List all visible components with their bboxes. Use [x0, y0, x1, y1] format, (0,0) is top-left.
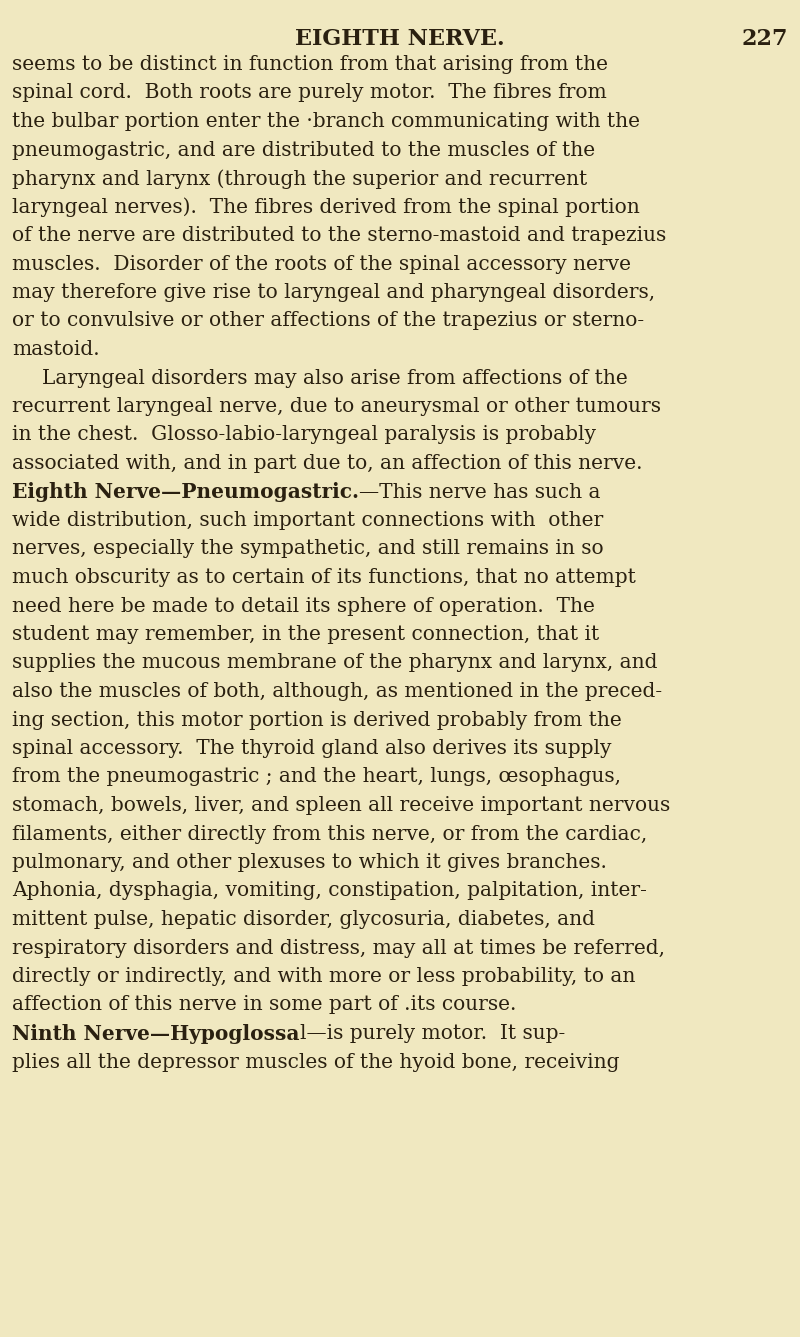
Text: ing section, this motor portion is derived probably from the: ing section, this motor portion is deriv…	[12, 710, 622, 730]
Text: recurrent laryngeal nerve, due to aneurysmal or other tumours: recurrent laryngeal nerve, due to aneury…	[12, 397, 661, 416]
Text: spinal cord.  Both roots are purely motor.  The fibres from: spinal cord. Both roots are purely motor…	[12, 83, 606, 103]
Text: affection of this nerve in some part of .its course.: affection of this nerve in some part of …	[12, 996, 516, 1015]
Text: pneumogastric, and are distributed to the muscles of the: pneumogastric, and are distributed to th…	[12, 140, 595, 159]
Text: stomach, bowels, liver, and spleen all receive important nervous: stomach, bowels, liver, and spleen all r…	[12, 796, 670, 816]
Text: student may remember, in the present connection, that it: student may remember, in the present con…	[12, 624, 599, 644]
Text: mittent pulse, hepatic disorder, glycosuria, diabetes, and: mittent pulse, hepatic disorder, glycosu…	[12, 910, 595, 929]
Text: pulmonary, and other plexuses to which it gives branches.: pulmonary, and other plexuses to which i…	[12, 853, 607, 872]
Text: spinal accessory.  The thyroid gland also derives its supply: spinal accessory. The thyroid gland also…	[12, 739, 611, 758]
Text: need here be made to detail its sphere of operation.  The: need here be made to detail its sphere o…	[12, 596, 595, 615]
Text: associated with, and in part due to, an affection of this nerve.: associated with, and in part due to, an …	[12, 455, 642, 473]
Text: from the pneumogastric ; and the heart, lungs, œsophagus,: from the pneumogastric ; and the heart, …	[12, 767, 621, 786]
Text: respiratory disorders and distress, may all at times be referred,: respiratory disorders and distress, may …	[12, 939, 665, 957]
Text: pharynx and larynx (through the superior and recurrent: pharynx and larynx (through the superior…	[12, 168, 587, 189]
Text: Ninth Nerve—Hypoglossa: Ninth Nerve—Hypoglossa	[12, 1024, 299, 1044]
Text: laryngeal nerves).  The fibres derived from the spinal portion: laryngeal nerves). The fibres derived fr…	[12, 198, 640, 217]
Text: EIGHTH NERVE.: EIGHTH NERVE.	[295, 28, 505, 49]
Text: also the muscles of both, although, as mentioned in the preced-: also the muscles of both, although, as m…	[12, 682, 662, 701]
Text: much obscurity as to certain of its functions, that no attempt: much obscurity as to certain of its func…	[12, 568, 636, 587]
Text: the bulbar portion enter the ·branch communicating with the: the bulbar portion enter the ·branch com…	[12, 112, 640, 131]
Text: nerves, especially the sympathetic, and still remains in so: nerves, especially the sympathetic, and …	[12, 540, 604, 559]
Text: muscles.  Disorder of the roots of the spinal accessory nerve: muscles. Disorder of the roots of the sp…	[12, 254, 631, 274]
Text: plies all the depressor muscles of the hyoid bone, receiving: plies all the depressor muscles of the h…	[12, 1052, 619, 1071]
Text: Aphonia, dysphagia, vomiting, constipation, palpitation, inter-: Aphonia, dysphagia, vomiting, constipati…	[12, 881, 647, 901]
Text: directly or indirectly, and with more or less probability, to an: directly or indirectly, and with more or…	[12, 967, 635, 985]
Text: wide distribution, such important connections with  other: wide distribution, such important connec…	[12, 511, 603, 529]
Text: seems to be distinct in function from that arising from the: seems to be distinct in function from th…	[12, 55, 608, 74]
Text: of the nerve are distributed to the sterno-mastoid and trapezius: of the nerve are distributed to the ster…	[12, 226, 666, 245]
Text: filaments, either directly from this nerve, or from the cardiac,: filaments, either directly from this ner…	[12, 825, 647, 844]
Text: mastoid.: mastoid.	[12, 340, 100, 360]
Text: l—is purely motor.  It sup-: l—is purely motor. It sup-	[299, 1024, 565, 1043]
Text: may therefore give rise to laryngeal and pharyngeal disorders,: may therefore give rise to laryngeal and…	[12, 283, 655, 302]
Text: or to convulsive or other affections of the trapezius or sterno-: or to convulsive or other affections of …	[12, 312, 644, 330]
Text: supplies the mucous membrane of the pharynx and larynx, and: supplies the mucous membrane of the phar…	[12, 654, 658, 673]
Text: —This nerve has such a: —This nerve has such a	[359, 483, 601, 501]
Text: Laryngeal disorders may also arise from affections of the: Laryngeal disorders may also arise from …	[42, 369, 628, 388]
Text: in the chest.  Glosso-labio-laryngeal paralysis is probably: in the chest. Glosso-labio-laryngeal par…	[12, 425, 596, 444]
Text: Eighth Nerve—Pneumogastric.: Eighth Nerve—Pneumogastric.	[12, 483, 359, 503]
Text: 227: 227	[742, 28, 788, 49]
